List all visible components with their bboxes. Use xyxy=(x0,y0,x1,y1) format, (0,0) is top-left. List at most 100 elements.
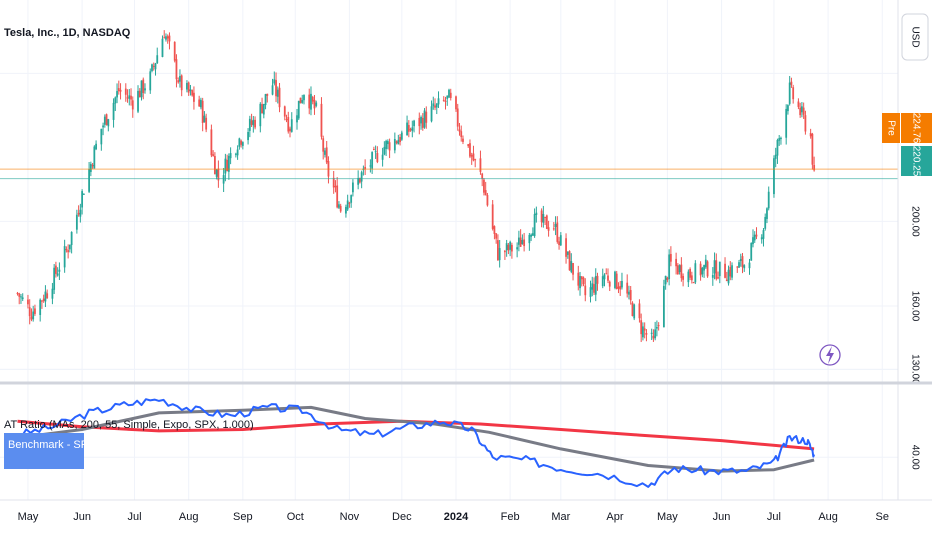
candle-body xyxy=(276,89,279,97)
candle-body xyxy=(357,178,360,185)
candle-body xyxy=(161,38,164,57)
candle-body xyxy=(767,191,770,209)
candle-body xyxy=(163,37,166,39)
candle-body xyxy=(530,234,533,237)
candle-body xyxy=(675,258,678,267)
candle-body xyxy=(736,266,739,268)
grid-lines xyxy=(0,0,898,500)
time-tick-label: 2024 xyxy=(444,511,469,523)
last-price-value: 220.25 xyxy=(910,146,921,177)
time-tick-label: Feb xyxy=(501,511,520,523)
candle-body xyxy=(692,282,695,284)
candle-body xyxy=(55,265,57,274)
candle-body xyxy=(138,90,141,98)
candle-body xyxy=(411,127,414,131)
benchmark-badge-label: Benchmark - SP:SPX xyxy=(8,439,114,451)
time-tick-label: Aug xyxy=(179,511,199,523)
symbol-title: Tesla, Inc., 1D, NASDAQ xyxy=(4,27,131,39)
candle-body xyxy=(275,80,277,97)
candle-body xyxy=(346,200,349,210)
candle-body xyxy=(780,137,782,140)
candle-body xyxy=(449,92,452,99)
candle-body xyxy=(540,210,543,223)
candle-body xyxy=(67,250,70,253)
candle-body xyxy=(523,239,526,247)
candle-body xyxy=(165,36,167,40)
candle-body xyxy=(205,117,208,130)
candle-body xyxy=(299,97,302,104)
candle-body xyxy=(119,89,122,92)
candle-body xyxy=(460,131,463,138)
candle-body xyxy=(437,98,440,105)
candle-body xyxy=(310,93,312,110)
candle-body xyxy=(617,286,620,289)
candle-body xyxy=(301,100,304,103)
lightning-bolt-icon[interactable] xyxy=(819,344,841,366)
time-axis-ticks[interactable]: May Jun Jul Aug Sep Oct Nov Dec 2024 Feb Mar Apr May… xyxy=(18,511,889,523)
candle-body xyxy=(236,149,239,156)
candle-body xyxy=(652,335,655,339)
candle-body xyxy=(519,237,522,247)
candle-body xyxy=(149,71,152,91)
candle-body xyxy=(266,93,269,96)
candle-body xyxy=(764,216,767,229)
candle-body xyxy=(813,165,816,171)
price-axis[interactable] xyxy=(898,0,932,500)
candle-body xyxy=(657,325,660,327)
candle-body xyxy=(493,226,496,234)
candle-body xyxy=(556,222,559,242)
candle-body xyxy=(743,265,746,269)
currency-button[interactable] xyxy=(901,13,929,61)
candle-body xyxy=(313,99,316,109)
candle-body xyxy=(717,277,719,279)
candle-body xyxy=(114,97,117,104)
candle-body xyxy=(285,119,288,121)
candle-body xyxy=(222,175,225,184)
candle-body xyxy=(264,94,267,106)
candle-body xyxy=(778,138,781,141)
candle-body xyxy=(105,114,108,126)
indicator-axis-ticks: 40.00 xyxy=(909,445,920,470)
candle-body xyxy=(690,275,693,281)
candle-body xyxy=(226,159,229,171)
candle-body xyxy=(383,146,386,155)
candle-body xyxy=(662,285,665,328)
candle-body xyxy=(491,204,494,229)
candle-body xyxy=(703,265,705,271)
price-tick-label: 130.00 xyxy=(909,354,920,385)
candle-body xyxy=(70,232,73,246)
time-tick-label: Oct xyxy=(287,511,304,523)
time-tick-label: Se xyxy=(876,511,889,523)
candle-body xyxy=(682,276,685,280)
candle-body xyxy=(542,213,545,223)
candle-body xyxy=(296,115,298,123)
candle-body xyxy=(711,274,714,278)
candle-body xyxy=(374,151,377,153)
candle-body xyxy=(407,125,410,132)
candle-body xyxy=(137,90,139,112)
candle-body xyxy=(168,35,171,42)
candle-body xyxy=(442,99,445,101)
candle-body xyxy=(308,94,311,109)
time-tick-label: Nov xyxy=(340,511,360,523)
candle-body xyxy=(364,166,367,169)
candle-body xyxy=(580,276,583,280)
indicator-label[interactable]: AT Ratio (MAs, 200, 55, Simple, Expo, SP… xyxy=(4,419,254,431)
candle-body xyxy=(498,248,501,261)
benchmark-badge[interactable] xyxy=(4,433,84,469)
candle-body xyxy=(521,239,524,245)
candle-body xyxy=(680,264,683,279)
candle-body xyxy=(650,332,653,334)
time-tick-label: Aug xyxy=(818,511,838,523)
price-tick-label: 160.00 xyxy=(909,291,920,322)
candle-body xyxy=(189,89,192,92)
candle-body xyxy=(348,202,351,204)
candle-body xyxy=(666,277,669,280)
candle-body xyxy=(507,244,510,251)
candle-body xyxy=(631,302,634,316)
candle-body xyxy=(413,120,415,127)
candle-body xyxy=(809,132,812,137)
candle-body xyxy=(748,262,751,269)
candle-body xyxy=(332,177,335,188)
